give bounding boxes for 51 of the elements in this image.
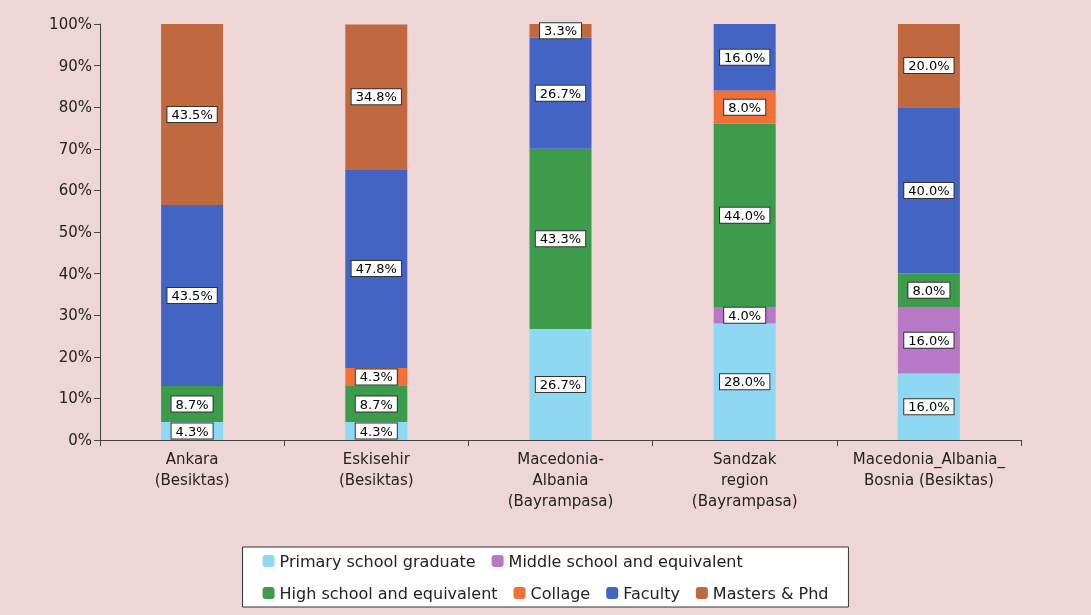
data-label: 16.0%	[908, 399, 950, 415]
data-label: 8.0%	[912, 282, 946, 298]
data-label: 40.0%	[908, 182, 950, 198]
data-label: 8.0%	[728, 99, 762, 115]
data-label: 20.0%	[908, 58, 950, 74]
y-tick-label: 40%	[58, 264, 92, 283]
data-label: 4.3%	[359, 369, 393, 385]
legend-label: Collage	[530, 583, 591, 603]
legend-label: Middle school and equivalent	[508, 551, 743, 571]
data-label: 8.7%	[359, 396, 393, 412]
data-label: 4.3%	[359, 423, 393, 439]
data-label: 4.3%	[175, 423, 209, 439]
data-label: 43.5%	[171, 106, 213, 122]
y-tick-label: 0%	[68, 431, 92, 449]
bar	[345, 24, 408, 170]
data-label: 3.3%	[543, 23, 578, 39]
y-tick-label: 30%	[58, 306, 92, 325]
data-label: 26.7%	[539, 376, 582, 392]
data-label: 43.3%	[539, 231, 582, 247]
y-tick-label: 100%	[49, 15, 92, 33]
legend-label: High school and equivalent	[279, 583, 498, 603]
bar	[161, 204, 224, 386]
data-label: 44.0%	[724, 207, 766, 223]
y-tick-label: 90%	[58, 56, 92, 75]
x-tick-label: Sandzak region (Bayrampasa)	[691, 449, 798, 510]
x-tick-label: Eskisehir (Besiktas)	[338, 449, 414, 489]
x-tick-label: Ankara (Besiktas)	[154, 449, 230, 489]
y-tick-label: 10%	[58, 389, 92, 408]
data-label: 16.0%	[724, 49, 766, 65]
x-tick-label: Macedonia- Albania (Bayrampasa)	[507, 449, 614, 510]
bar	[161, 24, 224, 205]
legend-label: Primary school graduate	[279, 551, 476, 571]
data-label: 4.0%	[728, 307, 762, 323]
y-tick-label: 50%	[58, 223, 92, 241]
bar	[529, 328, 592, 440]
y-tick-label: 20%	[58, 347, 92, 366]
y-tick-label: 80%	[58, 98, 92, 117]
legend-label: Faculty	[623, 583, 680, 603]
data-label: 28.0%	[724, 374, 766, 390]
y-tick-label: 70%	[58, 139, 92, 158]
data-label: 16.0%	[908, 332, 950, 348]
data-label: 34.8%	[355, 89, 397, 105]
data-label: 26.7%	[539, 85, 582, 101]
y-tick-label: 60%	[58, 181, 92, 200]
bar	[529, 148, 592, 329]
data-label: 43.5%	[171, 287, 213, 303]
bar	[897, 107, 960, 274]
legend-label: Masters & Phd	[712, 583, 829, 603]
x-tick-label: Macedonia_Albania_ Bosnia (Besiktas)	[852, 449, 1006, 489]
data-label: 47.8%	[355, 261, 397, 277]
data-label: 8.7%	[175, 396, 209, 412]
